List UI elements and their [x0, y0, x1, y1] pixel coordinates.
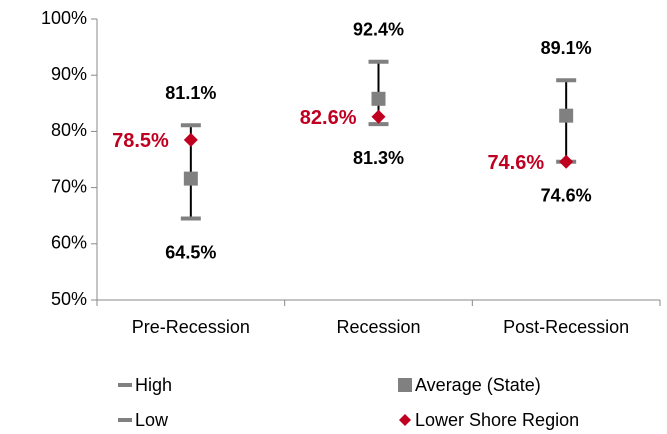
region-label: 74.6% — [487, 152, 544, 174]
low-label: 74.6% — [541, 185, 592, 205]
low-label: 64.5% — [165, 242, 216, 262]
y-tick-label: 70% — [51, 176, 87, 196]
legend-label: Average (State) — [415, 375, 541, 395]
average-marker — [371, 91, 386, 106]
y-tick-label: 60% — [51, 233, 87, 253]
region-label: 82.6% — [300, 107, 357, 129]
y-tick-label: 100% — [41, 8, 87, 28]
x-tick-label: Pre-Recession — [132, 317, 250, 337]
low-label: 81.3% — [353, 148, 404, 168]
legend-label: Lower Shore Region — [415, 410, 579, 430]
region-marker — [371, 109, 386, 124]
region-marker — [559, 154, 574, 169]
x-tick-label: Recession — [336, 317, 420, 337]
legend-label: Low — [135, 410, 169, 430]
region-marker — [183, 132, 198, 147]
high-label: 92.4% — [353, 19, 404, 39]
average-marker — [183, 171, 198, 186]
high-label: 89.1% — [541, 38, 592, 58]
region-label: 78.5% — [112, 130, 169, 152]
legend-symbol — [399, 414, 411, 426]
high-label: 81.1% — [165, 83, 216, 103]
legend-label: High — [135, 375, 172, 395]
average-marker — [559, 108, 574, 123]
y-tick-label: 90% — [51, 64, 87, 84]
y-tick-label: 50% — [51, 289, 87, 309]
y-tick-label: 80% — [51, 120, 87, 140]
legend-symbol — [398, 378, 412, 392]
x-tick-label: Post-Recession — [503, 317, 629, 337]
